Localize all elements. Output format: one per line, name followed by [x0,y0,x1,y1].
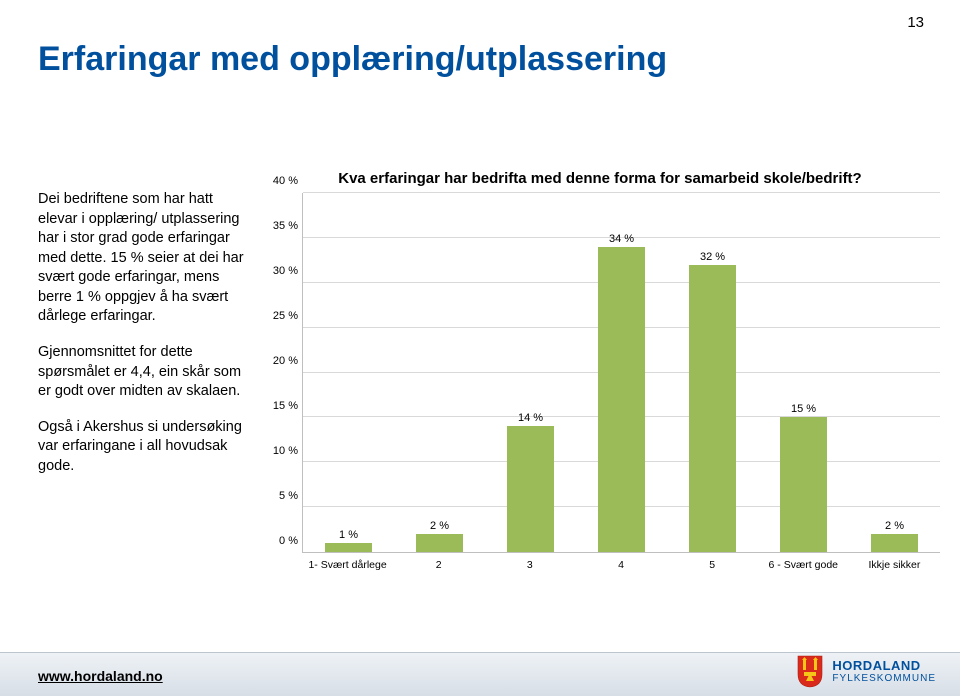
paragraph-2: Gjennomsnittet for dette spørsmålet er 4… [38,343,248,402]
page-number: 13 [907,14,924,31]
chart-bar [507,426,554,552]
chart-y-tick: 15 % [273,400,298,412]
chart-y-tick: 10 % [273,445,298,457]
chart-bar-value-label: 14 % [518,412,543,424]
chart-x-label: 6 - Svært gode [758,559,849,571]
chart-y-tick: 5 % [279,490,298,502]
chart-x-label: Ikkje sikker [849,559,940,571]
chart-bar-slot: 15 % [758,193,849,552]
chart-bar [689,265,736,552]
chart-bar-value-label: 2 % [885,520,904,532]
chart-x-label: 2 [393,559,484,571]
chart-y-tick: 40 % [273,175,298,187]
chart-plot: 1 % 2 % 14 % 34 % 32 % 15 % 2 % [302,193,940,553]
chart-bar [871,534,918,552]
chart-y-axis: 0 %5 %10 %15 %20 %25 %30 %35 %40 % [260,193,302,553]
chart-bar-value-label: 15 % [791,403,816,415]
chart-bar-value-label: 32 % [700,251,725,263]
logo: HORDALAND FYLKESKOMMUNE [796,654,936,688]
paragraph-1: Dei bedriftene som har hatt elevar i opp… [38,190,248,327]
chart-bar-slot: 2 % [849,193,940,552]
chart-plot-wrap: 0 %5 %10 %15 %20 %25 %30 %35 %40 % 1 %2 … [260,193,940,553]
body-text: Dei bedriftene som har hatt elevar i opp… [38,190,248,492]
chart-y-tick: 30 % [273,265,298,277]
org-name: HORDALAND [832,658,936,673]
chart-bar [416,534,463,552]
chart-y-tick: 25 % [273,310,298,322]
chart-bar-value-label: 1 % [339,529,358,541]
chart-title: Kva erfaringar har bedrifta med denne fo… [260,170,940,187]
chart-x-label: 5 [667,559,758,571]
chart-y-tick: 20 % [273,355,298,367]
chart-y-tick: 35 % [273,220,298,232]
chart-bars: 1 % 2 % 14 % 34 % 32 % 15 % 2 % [303,193,940,552]
logo-text: HORDALAND FYLKESKOMMUNE [832,658,936,684]
page-title: Erfaringar med opplæring/utplassering [38,40,667,79]
chart-bar [780,417,827,552]
chart-bar-value-label: 34 % [609,233,634,245]
crest-icon [796,654,824,688]
chart-bar-slot: 2 % [394,193,485,552]
slide: 13 Erfaringar med opplæring/utplassering… [0,0,960,696]
org-sub: FYLKESKOMMUNE [832,673,936,684]
chart-x-label: 4 [575,559,666,571]
footer-link[interactable]: www.hordaland.no [38,668,163,684]
chart-bar-slot: 1 % [303,193,394,552]
chart: Kva erfaringar har bedrifta med denne fo… [260,170,940,600]
paragraph-3: Også i Akershus si undersøking var erfar… [38,418,248,477]
chart-bar-slot: 34 % [576,193,667,552]
chart-x-label: 3 [484,559,575,571]
chart-bar-value-label: 2 % [430,520,449,532]
footer: www.hordaland.no HORDALAND FYLKESKOMMUNE [0,640,960,696]
chart-y-tick: 0 % [279,535,298,547]
chart-bar-slot: 14 % [485,193,576,552]
chart-bar-slot: 32 % [667,193,758,552]
chart-x-label: 1- Svært dårlege [302,559,393,571]
chart-bar [325,543,372,552]
chart-bar [598,247,645,552]
chart-x-axis: 1- Svært dårlege23456 - Svært godeIkkje … [302,559,940,571]
